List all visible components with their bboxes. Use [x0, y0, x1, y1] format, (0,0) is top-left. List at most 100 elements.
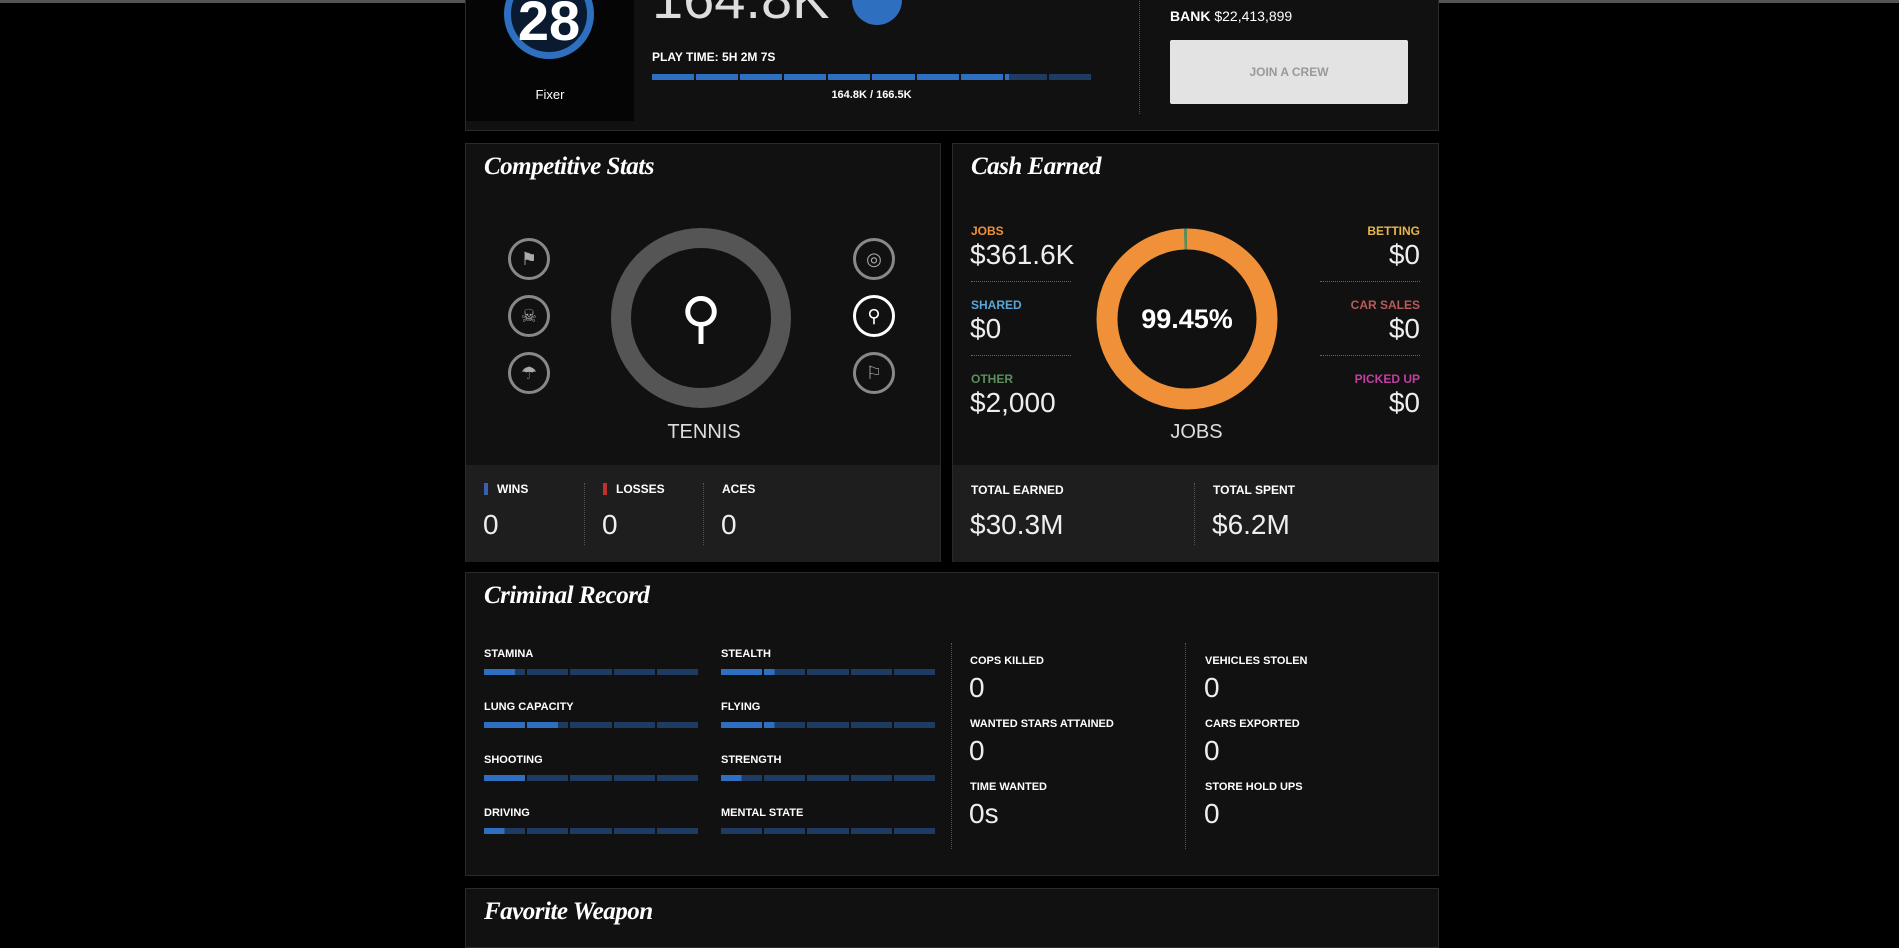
skill-bar	[484, 669, 699, 675]
stat-label: LOSSES	[616, 482, 665, 496]
cash-label: CAR SALES	[1350, 298, 1420, 312]
skill-bar-segment	[613, 722, 655, 728]
donut-label: JOBS	[1170, 421, 1223, 443]
crime-stat-label: WANTED STARS ATTAINED	[970, 718, 1114, 730]
skill-label: FLYING	[721, 701, 761, 713]
skill-bar	[484, 775, 699, 781]
rp-bar-segment	[696, 74, 739, 80]
skill-bar-segment	[850, 775, 892, 781]
skill-bar-segment	[764, 775, 806, 781]
skill-bar	[484, 722, 699, 728]
cash-value: $0	[1388, 239, 1420, 270]
crime-stat-label: CARS EXPORTED	[1205, 718, 1300, 730]
skill-bar-segment	[527, 775, 569, 781]
skill-bar-segment	[656, 722, 699, 728]
skill-bar-segment	[850, 722, 892, 728]
join-crew-button[interactable]: JOIN A CREW	[1170, 40, 1408, 104]
skill-bar-segment	[570, 828, 612, 834]
panel-title: Cash Earned	[971, 153, 1101, 180]
separator	[1320, 355, 1420, 356]
favorite-weapon-panel: Favorite Weapon	[465, 888, 1439, 948]
panel-title: Criminal Record	[484, 582, 650, 609]
skill-label: STRENGTH	[721, 754, 782, 766]
skill-bar-segment	[893, 722, 936, 728]
bank: BANK $22,413,899	[1170, 8, 1292, 24]
skill-bar-segment	[613, 775, 655, 781]
rp-bar-segment	[652, 74, 695, 80]
skill-bar-segment	[527, 669, 569, 675]
skill-bar-segment	[893, 669, 936, 675]
cash-value: $0	[1388, 313, 1420, 344]
divider	[1194, 483, 1195, 545]
skill-bar-segment	[484, 828, 526, 834]
skill-bar-segment	[850, 828, 892, 834]
skill-label: STAMINA	[484, 648, 534, 660]
skill-bar-segment	[721, 828, 763, 834]
play-time: PLAY TIME: 5H 2M 7S	[652, 50, 776, 64]
cash-label: JOBS	[971, 224, 1004, 238]
skill-bar-segment	[807, 828, 849, 834]
cash-label: SHARED	[971, 298, 1022, 312]
skull-crossbones-icon[interactable]: ☠	[508, 295, 550, 337]
skill-bar	[721, 669, 936, 675]
stat-color-marker	[603, 483, 607, 495]
total-earned-label: TOTAL EARNED	[971, 483, 1064, 497]
cash-totals-bar: TOTAL EARNED $30.3M TOTAL SPENT $6.2M	[953, 465, 1438, 562]
skill-bar-segment	[764, 828, 806, 834]
divider	[584, 483, 585, 545]
competitive-stats-panel: Competitive Stats ⚑ ☠ ☂ ◎ ⚲ ⚐ ⚲ TENNIS W…	[465, 143, 941, 562]
rp-bar-segment	[784, 74, 827, 80]
tennis-racket-icon: ⚲	[680, 286, 722, 349]
skill-bar-segment	[613, 828, 655, 834]
cash-value: $0	[970, 313, 1002, 344]
avatar: 28 Fixer	[466, 0, 634, 121]
divider	[703, 483, 704, 545]
tennis-racket-icon[interactable]: ⚲	[853, 295, 895, 337]
skill-bar	[721, 775, 936, 781]
skill-bar-segment	[656, 775, 699, 781]
stat-value: 0	[721, 509, 737, 540]
skill-bar	[484, 828, 699, 834]
skill-bar	[721, 828, 936, 834]
divider	[1139, 0, 1140, 114]
rp-progress-bar	[652, 74, 1091, 80]
total-spent-value: $6.2M	[1212, 509, 1290, 540]
donut-percentage: 99.45%	[1141, 304, 1233, 334]
criminal-record-panel: Criminal Record STAMINA LUNG CAPACITY SHOO…	[465, 572, 1439, 876]
skill-bar-segment	[893, 828, 936, 834]
selected-ring: ⚲	[611, 228, 791, 408]
crime-stat-label: VEHICLES STOLEN	[1205, 655, 1308, 667]
rp-icon	[852, 0, 902, 25]
skill-bar-segment	[764, 722, 806, 728]
separator	[971, 355, 1071, 356]
bank-value: $22,413,899	[1214, 8, 1293, 24]
checkered-flag-icon[interactable]: ⚑	[508, 238, 550, 280]
skill-bar-segment	[484, 775, 526, 781]
profile-header: 28 Fixer 164.8K PLAY TIME: 5H 2M 7S 164.…	[465, 0, 1439, 131]
cash-donut	[1096, 228, 1278, 410]
rp-bar-segment	[960, 74, 1003, 80]
crime-stat-value: 0	[969, 672, 985, 703]
selected-sport: TENNIS	[667, 421, 741, 443]
cash-label: BETTING	[1367, 224, 1420, 238]
skill-bar-segment	[570, 775, 612, 781]
crime-stat-value: 0s	[969, 798, 999, 829]
skill-bar-segment	[807, 775, 849, 781]
golf-flag-icon[interactable]: ⚐	[853, 352, 895, 394]
rp-bar-segment	[828, 74, 871, 80]
rank-title: Fixer	[535, 87, 565, 102]
parachute-icon[interactable]: ☂	[508, 352, 550, 394]
crime-stat-label: COPS KILLED	[970, 655, 1044, 667]
skill-bar-segment	[656, 828, 699, 834]
skill-label: MENTAL STATE	[721, 807, 804, 819]
target-icon[interactable]: ◎	[853, 238, 895, 280]
stat-value: 0	[602, 509, 618, 540]
cash-value: $361.6K	[970, 239, 1075, 270]
cash-label: OTHER	[971, 372, 1013, 386]
cash-earned-panel: Cash Earned JOBS $361.6K SHARED $0 OTHER $2,0…	[952, 143, 1439, 562]
rp-bar-segment	[1048, 74, 1091, 80]
crime-stat-value: 0	[969, 735, 985, 766]
level-number: 28	[517, 0, 581, 52]
skill-bar-segment	[721, 669, 763, 675]
cash-value: $0	[1388, 387, 1420, 418]
